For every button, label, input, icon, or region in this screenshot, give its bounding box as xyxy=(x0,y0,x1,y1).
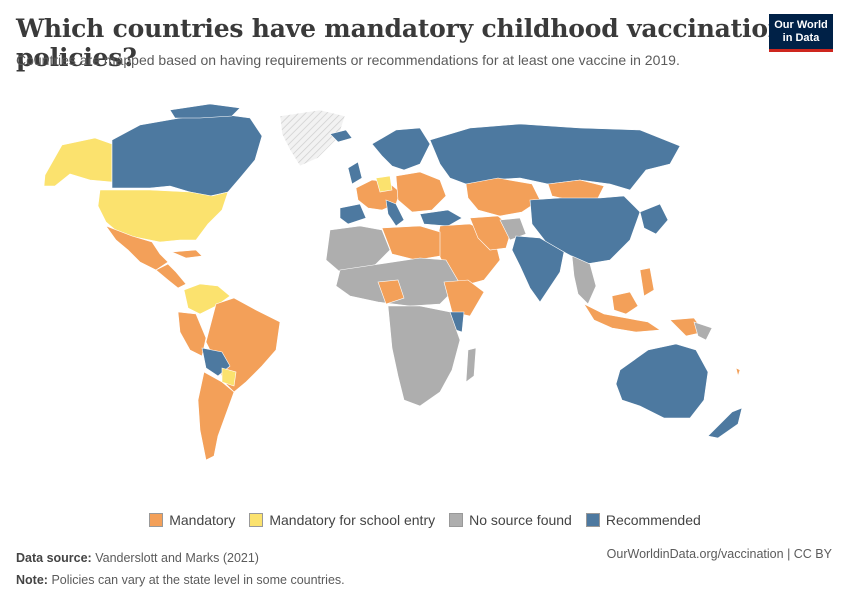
region-north-africa-central[interactable] xyxy=(381,225,441,261)
legend-swatch-school-entry xyxy=(249,513,264,527)
world-map[interactable] xyxy=(0,100,850,500)
region-eastern-europe[interactable] xyxy=(395,171,447,213)
region-alaska[interactable] xyxy=(43,137,113,187)
note-line: Note: Policies can vary at the state lev… xyxy=(16,569,345,591)
region-canada-islands[interactable] xyxy=(169,103,241,119)
region-usa[interactable] xyxy=(97,189,229,243)
region-brazil[interactable] xyxy=(205,297,281,393)
region-mexico[interactable] xyxy=(105,225,169,271)
region-korea-japan[interactable] xyxy=(639,203,669,235)
region-central-southern-africa[interactable] xyxy=(387,305,461,407)
region-russia[interactable] xyxy=(429,123,681,191)
data-source-line: Data source: Vanderslott and Marks (2021… xyxy=(16,547,345,569)
region-nigeria[interactable] xyxy=(377,279,405,305)
region-uk[interactable] xyxy=(347,161,363,185)
region-central-america[interactable] xyxy=(155,263,187,289)
region-germany[interactable] xyxy=(375,175,393,193)
map-legend: Mandatory Mandatory for school entry No … xyxy=(0,512,850,528)
region-png[interactable] xyxy=(693,321,713,341)
legend-label-no-source: No source found xyxy=(469,512,572,528)
region-australia[interactable] xyxy=(615,343,709,419)
legend-swatch-recommended xyxy=(585,513,600,527)
region-canada[interactable] xyxy=(111,113,263,197)
region-mongolia[interactable] xyxy=(547,179,605,201)
region-peru-ecuador[interactable] xyxy=(177,311,207,357)
legend-label-mandatory: Mandatory xyxy=(169,512,236,528)
region-philippines[interactable] xyxy=(639,267,655,297)
logo-line-2: in Data xyxy=(782,31,820,44)
region-south-asia[interactable] xyxy=(511,235,565,303)
region-china[interactable] xyxy=(529,195,641,265)
legend-item-school-entry[interactable]: Mandatory for school entry xyxy=(249,512,435,528)
legend-label-recommended: Recommended xyxy=(605,512,701,528)
region-new-zealand[interactable] xyxy=(707,407,743,439)
data-source-text[interactable]: Vanderslott and Marks (2021) xyxy=(95,551,259,565)
region-paraguay[interactable] xyxy=(221,367,237,387)
region-scandinavia[interactable] xyxy=(371,127,431,171)
region-indonesia[interactable] xyxy=(583,303,661,333)
region-colombia-venezuela[interactable] xyxy=(183,283,231,315)
logo-line-1: Our World xyxy=(774,18,828,31)
region-borneo[interactable] xyxy=(611,291,639,315)
region-greenland[interactable] xyxy=(279,109,346,167)
chart-title: Which countries have mandatory childhood… xyxy=(16,14,786,72)
region-caribbean[interactable] xyxy=(171,249,203,259)
legend-item-no-source[interactable]: No source found xyxy=(449,512,572,528)
region-italy-balkans[interactable] xyxy=(385,199,405,227)
region-central-asia[interactable] xyxy=(465,177,541,217)
region-iran[interactable] xyxy=(469,215,513,251)
note-label: Note: xyxy=(16,573,48,587)
source-url[interactable]: OurWorldinData.org/vaccination | CC BY xyxy=(606,547,832,561)
footer-notes: Data source: Vanderslott and Marks (2021… xyxy=(16,547,345,591)
region-argentina-chile[interactable] xyxy=(197,371,235,461)
region-horn-of-africa[interactable] xyxy=(443,279,485,317)
legend-swatch-no-source xyxy=(449,513,464,527)
region-iberia[interactable] xyxy=(339,203,367,225)
region-southeast-asia[interactable] xyxy=(571,255,597,305)
region-north-africa-west[interactable] xyxy=(325,225,391,273)
legend-swatch-mandatory xyxy=(149,513,164,527)
region-afghanistan[interactable] xyxy=(499,217,527,241)
note-text: Policies can vary at the state level in … xyxy=(51,573,345,587)
region-madagascar[interactable] xyxy=(465,347,477,383)
region-turkey[interactable] xyxy=(419,209,463,227)
chart-subtitle: Countries are mapped based on having req… xyxy=(16,52,680,68)
region-pacific-island[interactable] xyxy=(735,367,741,378)
legend-item-mandatory[interactable]: Mandatory xyxy=(149,512,235,528)
legend-label-school-entry: Mandatory for school entry xyxy=(269,512,436,528)
owid-logo[interactable]: Our World in Data xyxy=(769,14,833,52)
data-source-label: Data source: xyxy=(16,551,92,565)
region-iceland[interactable] xyxy=(329,129,353,143)
legend-item-recommended[interactable]: Recommended xyxy=(585,512,701,528)
